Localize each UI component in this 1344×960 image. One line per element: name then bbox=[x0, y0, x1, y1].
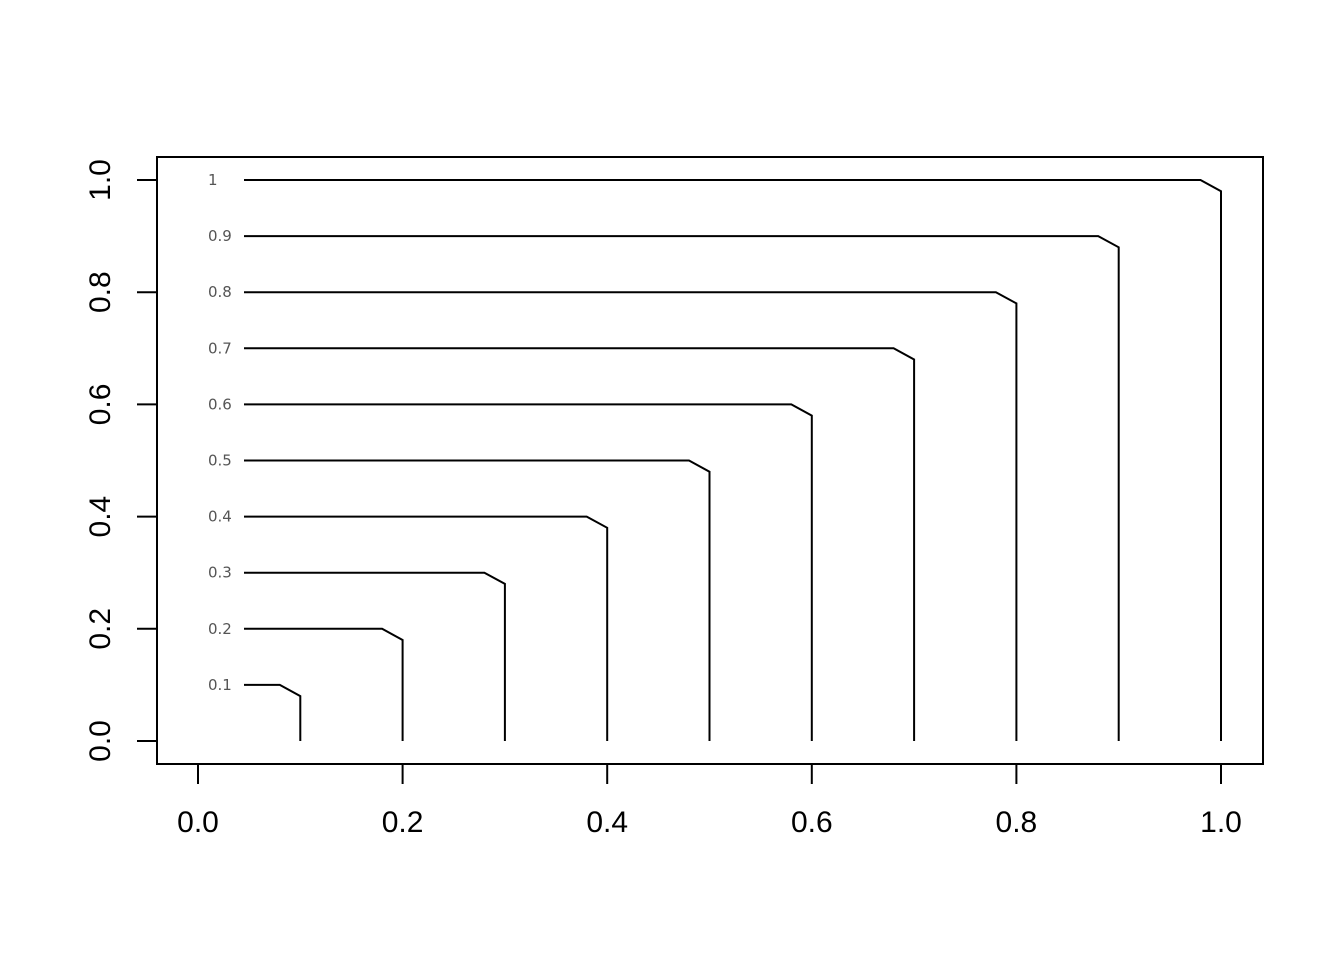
x-tick-label: 1.0 bbox=[1200, 806, 1242, 839]
y-tick-label: 0.2 bbox=[84, 608, 117, 650]
contour-line bbox=[244, 683, 302, 741]
contour-line bbox=[244, 347, 916, 741]
y-axis: 0.0 0.2 0.4 0.6 0.8 1.0 bbox=[84, 159, 158, 762]
x-tick-label: 0.6 bbox=[791, 806, 833, 839]
contour-lines bbox=[244, 179, 1222, 741]
contour-label: 0.1 bbox=[208, 676, 232, 694]
x-tick-label: 0.8 bbox=[996, 806, 1038, 839]
y-tick-label: 0.0 bbox=[84, 720, 117, 762]
contour-line bbox=[244, 515, 609, 741]
contour-line bbox=[244, 179, 1222, 741]
x-tick-label: 0.2 bbox=[382, 806, 424, 839]
contour-label: 1 bbox=[208, 171, 218, 189]
contour-line bbox=[244, 627, 404, 741]
contour-line bbox=[244, 235, 1120, 741]
y-tick-label: 0.8 bbox=[84, 271, 117, 313]
x-tick-label: 0.0 bbox=[177, 806, 219, 839]
y-tick-label: 0.6 bbox=[84, 384, 117, 426]
contour-line bbox=[244, 291, 1018, 741]
contour-label: 0.5 bbox=[208, 452, 232, 470]
contour-label: 0.3 bbox=[208, 564, 232, 582]
contour-line bbox=[244, 571, 506, 741]
x-axis: 0.0 0.2 0.4 0.6 0.8 1.0 bbox=[177, 763, 1242, 839]
contour-label: 0.8 bbox=[208, 283, 232, 301]
contour-line bbox=[244, 459, 711, 741]
contour-label: 0.6 bbox=[208, 395, 232, 413]
y-tick-label: 1.0 bbox=[84, 159, 117, 201]
contour-label: 0.9 bbox=[208, 227, 232, 245]
contour-line bbox=[244, 403, 813, 741]
contour-label: 0.7 bbox=[208, 339, 232, 357]
contour-label: 0.2 bbox=[208, 620, 232, 638]
contour-labels: 0.1 0.2 0.3 0.4 0.5 0.6 0.7 0.8 0.9 1 bbox=[208, 171, 232, 694]
contour-label: 0.4 bbox=[208, 508, 232, 526]
y-tick-label: 0.4 bbox=[84, 496, 117, 538]
x-tick-label: 0.4 bbox=[586, 806, 628, 839]
